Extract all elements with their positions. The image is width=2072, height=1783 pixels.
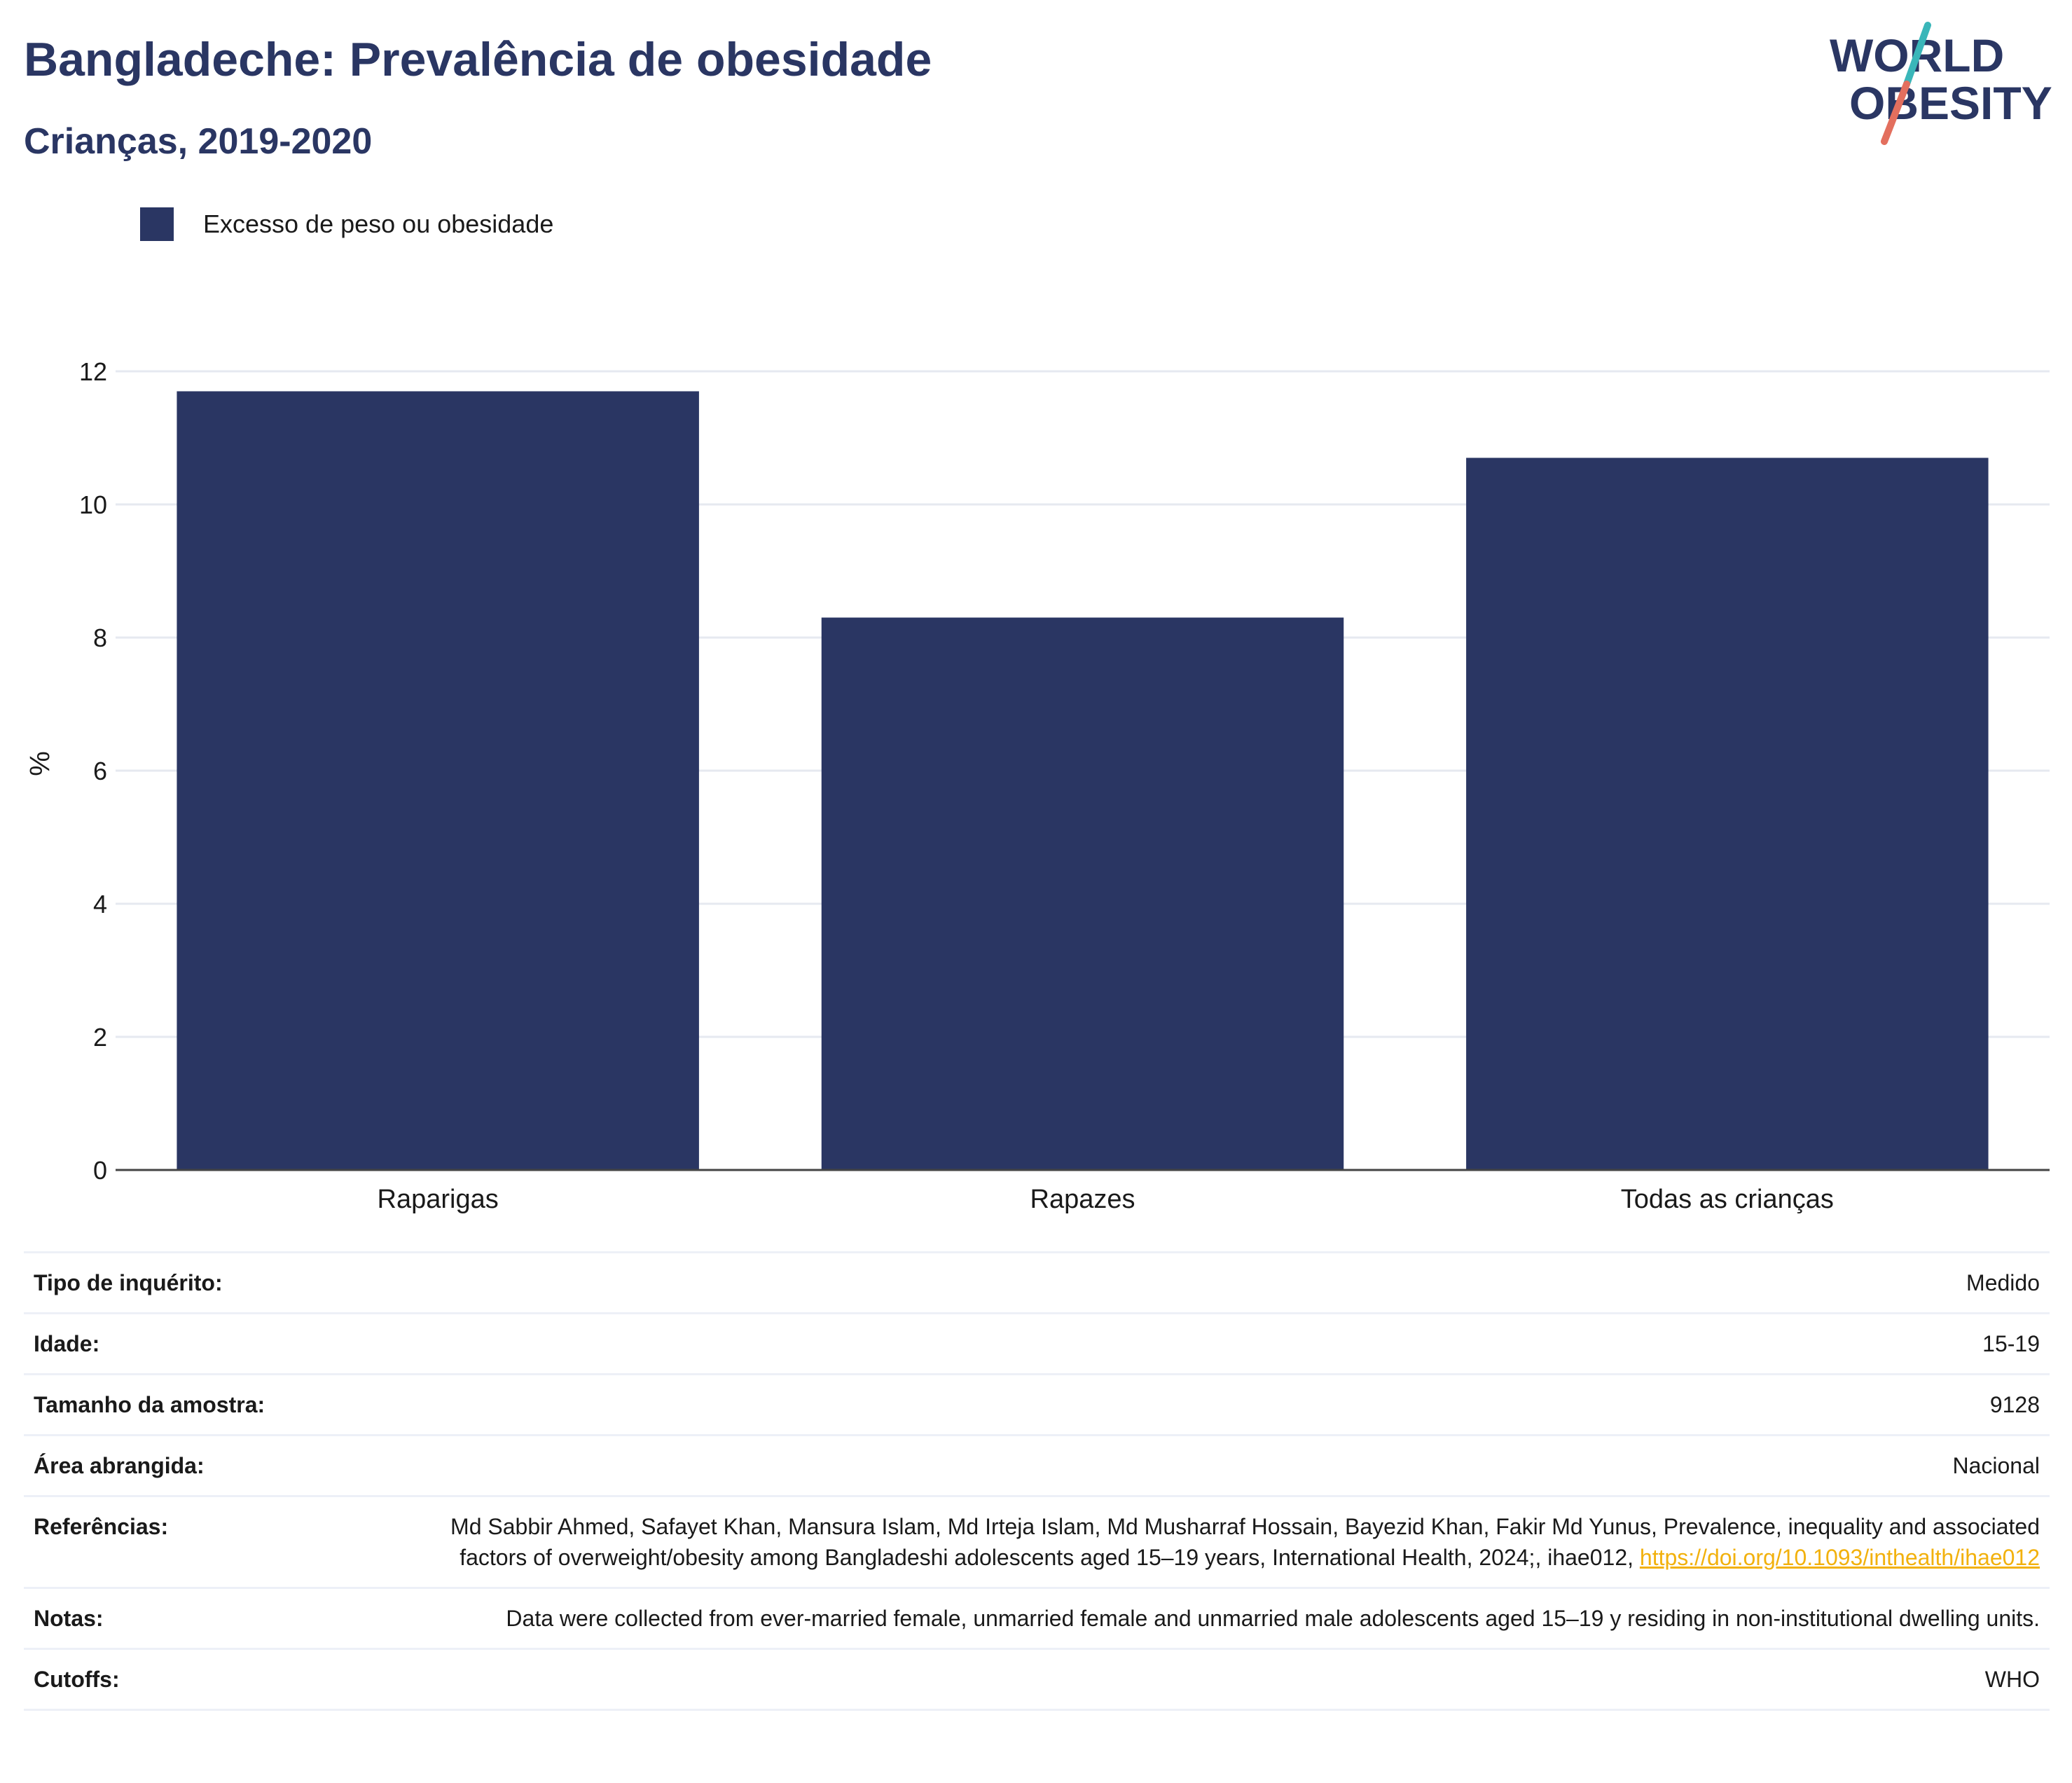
y-tick-label: 10 [79, 490, 107, 519]
info-value: Data were collected from ever-married fe… [416, 1588, 2050, 1649]
reference-doi-link[interactable]: https://doi.org/10.1093/inthealth/ihae01… [1639, 1545, 2040, 1570]
info-value-text: Md Sabbir Ahmed, Safayet Khan, Mansura I… [450, 1514, 2040, 1570]
info-value: 15-19 [416, 1314, 2050, 1375]
chart-title: Bangladeche: Prevalência de obesidade [24, 33, 932, 86]
info-key: Tipo de inquérito: [34, 1270, 223, 1295]
y-tick-label: 0 [93, 1156, 107, 1185]
x-tick-label: Raparigas [378, 1185, 499, 1214]
bars [177, 391, 1989, 1171]
axes: 0 2 4 6 8 10 12 Raparigas Rapazes Todas as crianç… [79, 357, 2050, 1214]
legend-label: Excesso de peso ou obesidade [203, 209, 554, 238]
info-value-text: Nacional [1952, 1453, 2040, 1478]
info-row: Tamanho da amostra: 9128 [24, 1374, 2050, 1436]
x-tick-label: Todas as crianças [1621, 1185, 1834, 1214]
world-obesity-logo: WORLD OBESITY [1830, 22, 2052, 145]
info-key: Cutoffs: [34, 1667, 120, 1692]
info-value-text: Medido [1966, 1270, 2040, 1295]
info-key: Área abrangida: [34, 1453, 205, 1478]
bar-chart: 0 2 4 6 8 10 12 Raparigas Rapazes Todas as crianç… [79, 357, 2050, 1214]
y-tick-label: 6 [93, 757, 107, 785]
bar[interactable] [177, 391, 699, 1171]
info-value-text: 15-19 [1982, 1331, 2040, 1356]
bar[interactable] [821, 617, 1344, 1171]
chart-legend[interactable]: Excesso de peso ou obesidade [140, 207, 553, 241]
info-value: Md Sabbir Ahmed, Safayet Khan, Mansura I… [416, 1496, 2050, 1588]
info-row: Notas: Data were collected from ever-marr… [24, 1588, 2050, 1649]
legend-swatch [140, 207, 174, 241]
info-value-text: WHO [1984, 1667, 2040, 1692]
y-tick-label: 8 [93, 624, 107, 652]
info-value: Nacional [416, 1436, 2050, 1496]
logo-slash-top [1903, 22, 1931, 88]
info-key: Tamanho da amostra: [34, 1392, 265, 1417]
info-table: Tipo de inquérito: Medido Idade: 15-19 Taman… [24, 1251, 2050, 1711]
info-row: Tipo de inquérito: Medido [24, 1252, 2050, 1314]
y-tick-label: 12 [79, 357, 107, 386]
info-row: Cutoffs: WHO [24, 1648, 2050, 1710]
info-value-text: Data were collected from ever-married fe… [506, 1606, 2040, 1631]
info-value: 9128 [416, 1375, 2050, 1436]
logo-text-obesity: OBESITY [1849, 77, 2052, 129]
x-tick-label: Rapazes [1030, 1185, 1135, 1214]
info-row: Idade: 15-19 [24, 1313, 2050, 1375]
info-key: Idade: [34, 1331, 100, 1356]
info-key: Referências: [34, 1514, 169, 1539]
info-row: Referências: Md Sabbir Ahmed, Safayet Kha… [24, 1496, 2050, 1588]
info-value-text: 9128 [1989, 1392, 2040, 1417]
bar[interactable] [1466, 457, 1989, 1171]
y-tick-label: 4 [93, 890, 107, 918]
logo-slash-bottom [1881, 81, 1910, 145]
info-value: WHO [416, 1649, 2050, 1710]
info-value: Medido [416, 1253, 2050, 1314]
y-tick-label: 2 [93, 1023, 107, 1052]
chart-subtitle: Crianças, 2019-2020 [24, 121, 373, 162]
info-row: Área abrangida: Nacional [24, 1435, 2050, 1496]
info-key: Notas: [34, 1606, 104, 1631]
